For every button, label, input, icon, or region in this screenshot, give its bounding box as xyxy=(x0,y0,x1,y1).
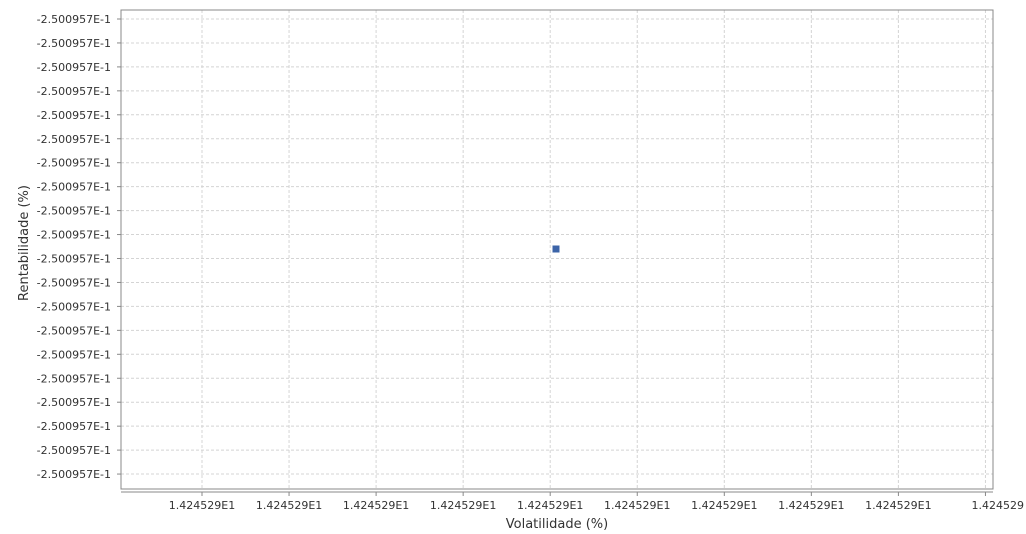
y-tick-label: -2.500957E-1 xyxy=(37,133,111,146)
y-tick-label: -2.500957E-1 xyxy=(37,205,111,218)
y-axis-title: Rentabilidade (%) xyxy=(17,185,32,301)
y-tick-label: -2.500957E-1 xyxy=(37,396,111,409)
y-tick-label: -2.500957E-1 xyxy=(37,157,111,170)
x-tick-label: 1.424529E1 xyxy=(517,499,583,512)
y-tick-label: -2.500957E-1 xyxy=(37,253,111,266)
y-tick-label: -2.500957E-1 xyxy=(37,229,111,242)
y-tick-label: -2.500957E-1 xyxy=(37,85,111,98)
x-axis-title: Volatilidade (%) xyxy=(506,517,608,532)
x-tick-label: 1.424529E1 xyxy=(256,499,322,512)
x-tick-label: 1.424529E1 xyxy=(691,499,757,512)
y-tick-label: -2.500957E-1 xyxy=(37,300,111,313)
y-tick-label: -2.500957E-1 xyxy=(37,420,111,433)
x-tick-label: 1.424529E1 xyxy=(604,499,670,512)
data-point xyxy=(552,245,560,253)
grid-lines xyxy=(121,10,993,489)
data-points xyxy=(552,245,560,253)
y-tick-label: -2.500957E-1 xyxy=(37,61,111,74)
x-tick-label: 1.424529E1 xyxy=(430,499,496,512)
y-tick-label: -2.500957E-1 xyxy=(37,276,111,289)
y-tick-label: -2.500957E-1 xyxy=(37,372,111,385)
x-tick-label: 1.424529E1 xyxy=(169,499,235,512)
y-tick-label: -2.500957E-1 xyxy=(37,444,111,457)
y-tick-label: -2.500957E-1 xyxy=(37,324,111,337)
x-tick-label: 1.424529E1 xyxy=(778,499,844,512)
x-tick-label: 1.424529E1 xyxy=(865,499,931,512)
y-tick-label: -2.500957E-1 xyxy=(37,109,111,122)
y-tick-label: -2.500957E-1 xyxy=(37,37,111,50)
y-tick-label: -2.500957E-1 xyxy=(37,348,111,361)
x-tick-label: 1.424529 xyxy=(972,499,1025,512)
plot-frame xyxy=(120,9,994,490)
y-tick-label: -2.500957E-1 xyxy=(37,181,111,194)
x-tick-label: 1.424529E1 xyxy=(343,499,409,512)
y-tick-label: -2.500957E-1 xyxy=(37,13,111,26)
x-axis: 1.424529E1 1.424529E1 1.424529E1 1.424529E1… xyxy=(121,491,1025,512)
y-axis: -2.500957E-1 -2.500957E-1 -2.500957E-1 -2.5… xyxy=(37,13,121,481)
y-tick-label: -2.500957E-1 xyxy=(37,468,111,481)
